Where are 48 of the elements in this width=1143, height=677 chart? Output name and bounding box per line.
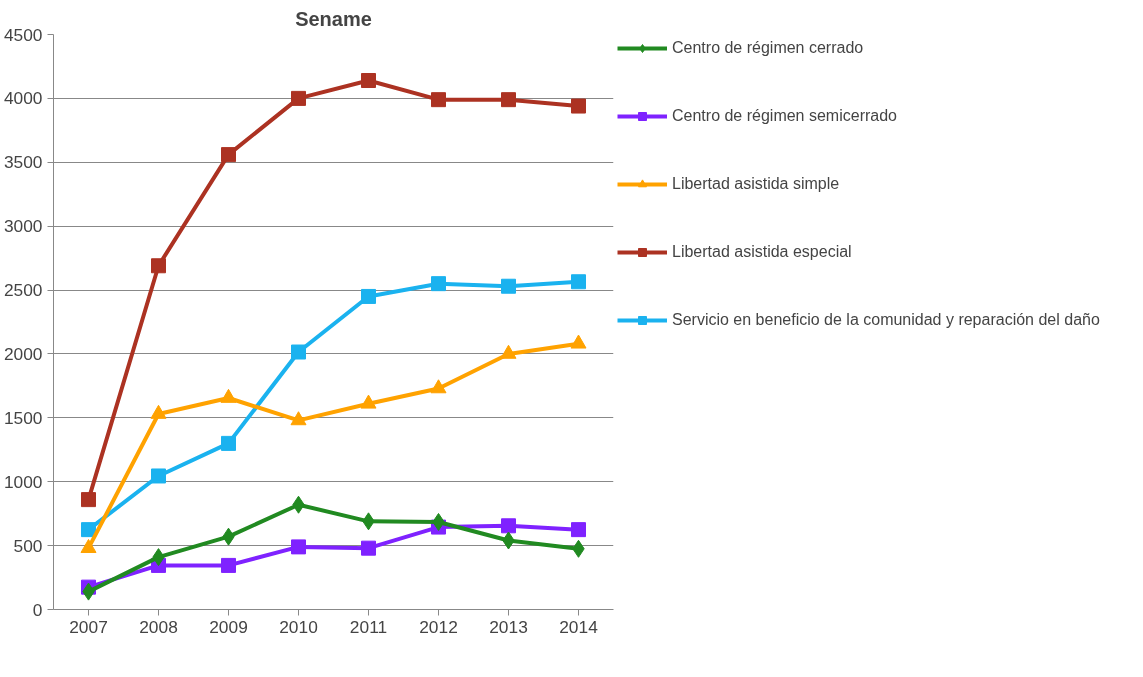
point <box>501 278 516 294</box>
point <box>291 344 306 360</box>
point <box>290 411 307 426</box>
point <box>571 274 586 290</box>
point <box>571 522 586 538</box>
point <box>221 557 236 573</box>
point <box>361 288 376 304</box>
point <box>221 147 236 163</box>
chart-title: Sename <box>295 7 372 30</box>
point <box>431 92 446 108</box>
legend-label: Servicio en beneficio de la comunidad y reparación del daño <box>672 311 1100 329</box>
legend-label: Libertad asistida simple <box>672 175 840 193</box>
point <box>571 98 586 114</box>
x-tick-label: 2013 <box>489 616 528 637</box>
point <box>221 435 236 451</box>
y-tick-label: 3000 <box>3 216 43 237</box>
point <box>291 539 306 555</box>
y-tick-label: 500 <box>13 535 43 556</box>
legend-label: Libertad asistida especial <box>672 243 852 261</box>
point <box>151 258 166 274</box>
legend-label: Centro de régimen semicerrado <box>672 107 897 125</box>
y-tick-label: 2500 <box>3 280 43 301</box>
y-tick-label: 0 <box>32 599 43 620</box>
x-tick-label: 2014 <box>559 616 599 637</box>
y-tick-label: 3500 <box>3 152 43 173</box>
x-tick-label: 2010 <box>279 616 318 637</box>
point <box>81 492 96 508</box>
point <box>151 468 166 484</box>
point <box>361 540 376 556</box>
point <box>291 90 306 106</box>
point <box>501 92 516 108</box>
y-tick-label: 2000 <box>3 343 43 364</box>
y-tick-label: 1000 <box>3 471 43 492</box>
point <box>501 518 516 534</box>
point <box>80 539 97 553</box>
x-tick-label: 2012 <box>419 616 458 637</box>
point <box>430 379 447 394</box>
point <box>81 522 96 538</box>
point <box>361 73 376 88</box>
x-tick-label: 2008 <box>139 616 178 637</box>
x-tick-label: 2007 <box>69 616 108 637</box>
x-tick-label: 2011 <box>349 616 388 637</box>
y-tick-label: 4000 <box>3 88 43 109</box>
legend-label: Centro de régimen cerrado <box>672 39 864 57</box>
y-tick-label: 4500 <box>3 24 43 45</box>
y-tick-label: 1500 <box>3 407 43 428</box>
point <box>431 276 446 292</box>
x-tick-label: 2009 <box>209 616 248 637</box>
